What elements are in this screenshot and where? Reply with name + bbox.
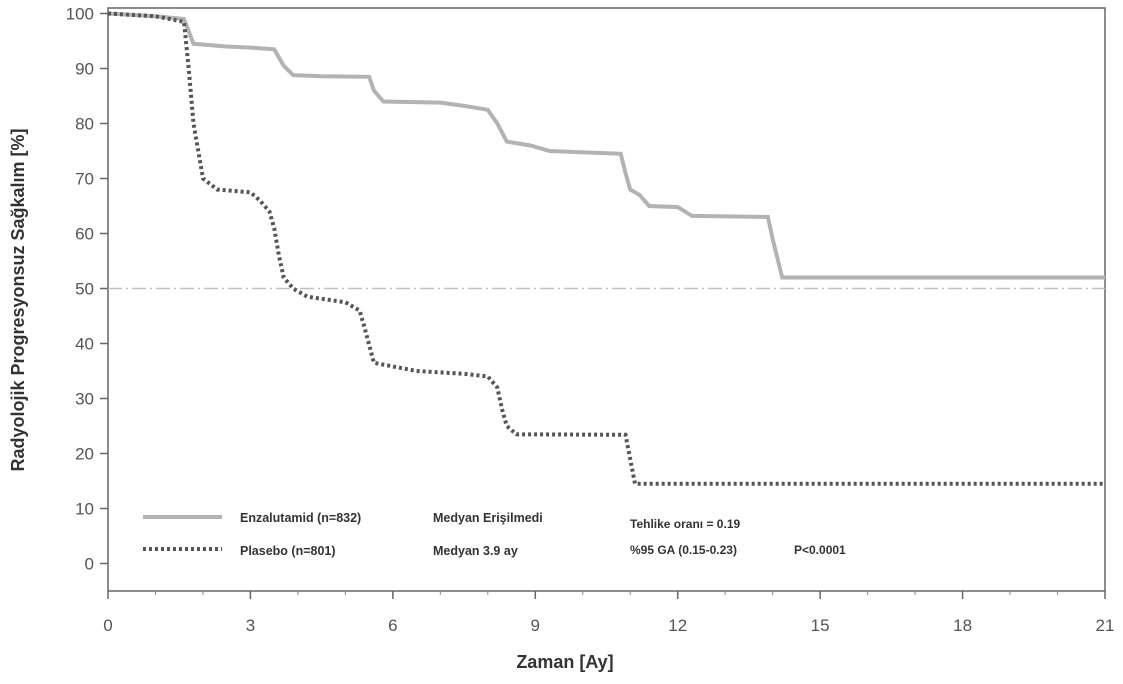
x-axis: 0 3 6 9 12 15 18 21 xyxy=(103,591,1114,635)
series-line-plasebo xyxy=(107,11,1105,486)
y-tick-label: 30 xyxy=(75,390,94,409)
plot-area-frame xyxy=(107,7,1106,592)
y-tick-label: 90 xyxy=(75,60,94,79)
y-tick-label: 50 xyxy=(75,280,94,299)
x-tick-label: 18 xyxy=(953,616,972,635)
y-tick-label: 60 xyxy=(75,225,94,244)
y-tick-label: 80 xyxy=(75,115,94,134)
x-tick-label: 9 xyxy=(531,616,540,635)
confidence-interval-text: %95 GA (0.15-0.23) xyxy=(630,543,737,557)
hazard-ratio-text: Tehlike oranı = 0.19 xyxy=(630,517,740,531)
x-tick-label: 21 xyxy=(1096,616,1115,635)
y-tick-label: 10 xyxy=(75,500,94,519)
legend-median-plasebo: Medyan 3.9 ay xyxy=(433,544,518,558)
p-value-text: P<0.0001 xyxy=(794,543,846,557)
x-tick-label: 12 xyxy=(668,616,687,635)
y-tick-label: 20 xyxy=(75,445,94,464)
x-tick-label: 0 xyxy=(103,616,112,635)
legend-label-enzalutamid: Enzalutamid (n=832) xyxy=(240,511,361,525)
y-axis: 0 10 20 30 40 50 60 70 80 90 100 xyxy=(66,5,108,574)
x-axis-title: Zaman [Ay] xyxy=(516,652,613,672)
y-tick-label: 100 xyxy=(66,5,94,24)
series-line-enzalutamid xyxy=(107,11,1105,280)
y-tick-label: 0 xyxy=(85,555,94,574)
y-tick-label: 70 xyxy=(75,170,94,189)
x-tick-label: 3 xyxy=(246,616,255,635)
legend: Enzalutamid (n=832) Medyan Erişilmedi Pl… xyxy=(143,511,543,558)
legend-median-enzalutamid: Medyan Erişilmedi xyxy=(433,511,543,525)
y-tick-label: 40 xyxy=(75,335,94,354)
x-tick-label: 15 xyxy=(811,616,830,635)
x-tick-label: 6 xyxy=(388,616,397,635)
series-layer xyxy=(107,11,1105,486)
y-axis-title: Radyolojik Progresyonsuz Sağkalım [%] xyxy=(8,128,28,471)
legend-label-plasebo: Plasebo (n=801) xyxy=(240,544,336,558)
statistics-annotation: Tehlike oranı = 0.19 %95 GA (0.15-0.23) … xyxy=(630,517,846,557)
